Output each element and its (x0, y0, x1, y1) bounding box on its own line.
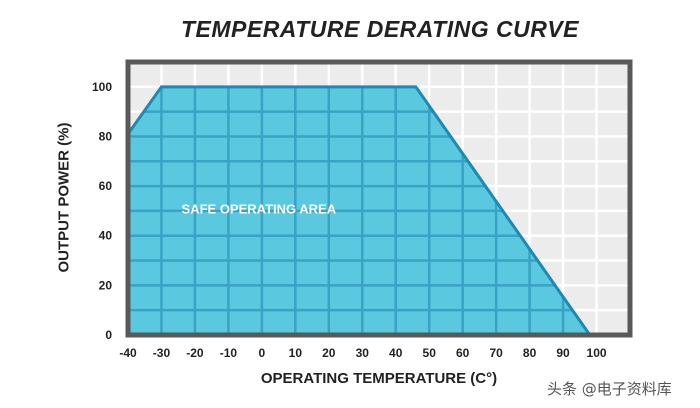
safe-operating-area-label: SAFE OPERATING AREA (182, 201, 337, 216)
watermark: 头条 @电子资料库 (547, 380, 672, 398)
data-point (414, 85, 418, 89)
area-gridlines (128, 86, 590, 335)
y-tick-label: 60 (99, 179, 113, 193)
x-tick-label: -40 (119, 346, 137, 360)
x-tick-label: 70 (489, 346, 503, 360)
data-point (159, 85, 163, 89)
x-axis-label: OPERATING TEMPERATURE (C°) (260, 370, 498, 387)
x-tick-label: 0 (259, 346, 266, 360)
x-tick-label: 10 (289, 346, 303, 360)
x-tick-label: 100 (587, 346, 607, 360)
y-tick-label: 100 (92, 80, 112, 94)
x-tick-label: -20 (186, 346, 204, 360)
y-tick-label: 80 (99, 129, 113, 143)
x-tick-label: 50 (423, 346, 437, 360)
chart-title: TEMPERATURE DERATING CURVE (180, 16, 580, 42)
y-tick-label: 20 (99, 278, 113, 292)
y-tick-label: 0 (105, 328, 112, 342)
x-tick-label: 80 (523, 346, 537, 360)
x-tick-label: 30 (356, 346, 370, 360)
derating-curve-line (126, 85, 592, 336)
plot-frame (125, 59, 633, 338)
x-tick-label: -10 (220, 346, 238, 360)
x-tick-label: 40 (389, 346, 403, 360)
y-tick-label: 40 (99, 229, 113, 243)
x-tick-label: 60 (456, 346, 470, 360)
x-tick-label: 90 (556, 346, 570, 360)
x-tick-label: 20 (322, 346, 336, 360)
x-tick-label: -30 (153, 346, 171, 360)
